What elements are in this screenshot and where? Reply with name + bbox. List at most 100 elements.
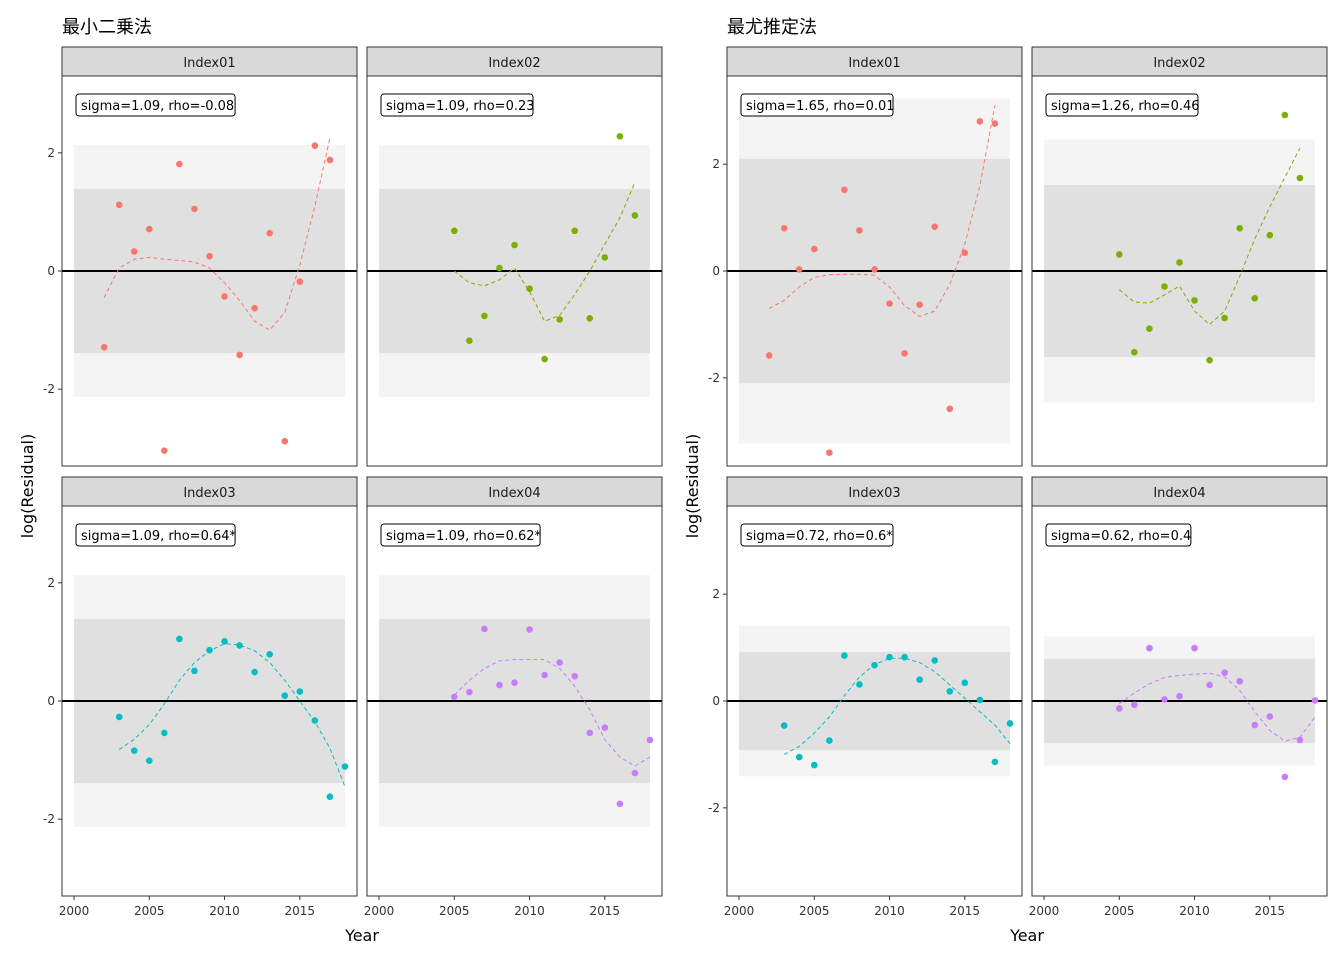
- data-point: [795, 266, 803, 273]
- panel-border: [366, 505, 663, 897]
- data-point: [886, 653, 893, 661]
- y-tick-label: 0: [47, 694, 55, 708]
- data-point: [616, 800, 624, 808]
- annotation-box: [75, 523, 236, 547]
- y-axis-title: log(Residual): [683, 434, 702, 538]
- data-point: [601, 724, 609, 731]
- data-point: [1281, 111, 1289, 119]
- data-point: [616, 132, 624, 140]
- panel-index02: Index02 sigma=1.09, rho=0.23: [366, 46, 663, 467]
- data-point: [991, 120, 999, 127]
- data-point: [496, 681, 503, 689]
- data-point: [1161, 696, 1168, 703]
- data-point: [1236, 677, 1244, 685]
- annotation-label: sigma=1.26, rho=0.46: [1051, 99, 1200, 114]
- data-point: [631, 212, 639, 219]
- data-point: [496, 264, 503, 272]
- data-point: [1281, 773, 1289, 781]
- data-point: [145, 225, 153, 233]
- data-point: [961, 679, 969, 687]
- data-point: [236, 351, 243, 359]
- data-point: [976, 696, 984, 704]
- data-point: [450, 693, 458, 701]
- data-point: [296, 278, 304, 285]
- panel-strip: [61, 46, 358, 77]
- panel-index01: Index01 sigma=1.09, rho=-0.08 -2 0 2: [43, 46, 358, 467]
- data-point: [1131, 701, 1138, 709]
- data-point: [311, 717, 319, 724]
- trend-line: [1118, 147, 1301, 326]
- chart-title: 最尤推定法: [727, 17, 817, 38]
- data-point: [1296, 174, 1304, 182]
- data-point: [556, 316, 563, 323]
- data-point: [1251, 294, 1259, 302]
- data-point: [916, 676, 923, 683]
- data-point: [296, 688, 304, 695]
- data-point: [631, 769, 639, 777]
- trend-line: [768, 105, 996, 317]
- data-point: [115, 713, 123, 721]
- y-tick-label: 2: [712, 587, 720, 601]
- data-point: [511, 241, 518, 249]
- data-point: [1191, 297, 1198, 304]
- data-point: [145, 757, 153, 764]
- y-tick-label: 2: [712, 157, 720, 171]
- data-point: [311, 142, 319, 150]
- panel-strip: [726, 46, 1023, 77]
- y-tick-label: -2: [43, 812, 55, 826]
- data-point: [526, 285, 533, 293]
- panel-index04: Index04 sigma=1.09, rho=0.62* 2000 2005 2010…: [364, 476, 663, 918]
- y-tick-label: -2: [43, 382, 55, 396]
- chart-title: 最小二乗法: [62, 17, 152, 38]
- panel-strip-label: Index02: [1153, 56, 1205, 71]
- data-point: [1131, 348, 1138, 356]
- y-tick-label: 0: [712, 694, 720, 708]
- data-point: [176, 160, 183, 168]
- panel-strip: [726, 476, 1023, 507]
- data-point: [481, 625, 488, 633]
- x-tick-label: 2000: [724, 904, 755, 918]
- x-tick-label: 2015: [590, 904, 621, 918]
- annotation-label: sigma=0.62, rho=0.4: [1051, 529, 1191, 544]
- data-point: [571, 227, 579, 235]
- annotation-box: [75, 93, 236, 117]
- data-point: [1176, 692, 1183, 700]
- data-point: [206, 252, 213, 260]
- data-point: [780, 224, 788, 232]
- trend-line: [453, 659, 651, 767]
- data-point: [601, 254, 609, 261]
- panel-strip-label: Index01: [183, 56, 235, 71]
- y-tick-label: 2: [47, 576, 55, 590]
- x-tick-label: 2005: [134, 904, 165, 918]
- x-tick-label: 2000: [364, 904, 395, 918]
- annotation-label: sigma=1.09, rho=-0.08: [81, 99, 234, 114]
- annotation-label: sigma=1.09, rho=0.62*: [386, 529, 542, 544]
- panel-border: [366, 75, 663, 467]
- panel-strip: [366, 476, 663, 507]
- panel-strip-label: Index04: [1153, 486, 1205, 501]
- data-point: [795, 753, 803, 761]
- panel-strip: [1031, 476, 1328, 507]
- data-point: [916, 301, 923, 308]
- annotation-box: [380, 93, 534, 117]
- y-tick-label: -2: [708, 371, 720, 385]
- data-point: [541, 671, 548, 679]
- data-point: [221, 293, 228, 300]
- data-point: [251, 304, 258, 312]
- x-tick-label: 2010: [1179, 904, 1210, 918]
- panel-strip-label: Index03: [183, 486, 235, 501]
- annotation-box: [380, 523, 541, 547]
- data-point: [541, 355, 548, 363]
- data-point: [1191, 644, 1198, 652]
- data-point: [810, 761, 818, 769]
- annotation-label: sigma=0.72, rho=0.6*: [746, 529, 893, 544]
- data-point: [901, 349, 908, 357]
- data-point: [946, 688, 954, 695]
- data-point: [1221, 314, 1228, 322]
- data-point: [841, 652, 848, 659]
- data-point: [901, 653, 908, 661]
- annotation-box: [740, 523, 894, 547]
- data-point: [976, 118, 984, 125]
- data-point: [991, 758, 999, 766]
- data-point: [1115, 251, 1123, 258]
